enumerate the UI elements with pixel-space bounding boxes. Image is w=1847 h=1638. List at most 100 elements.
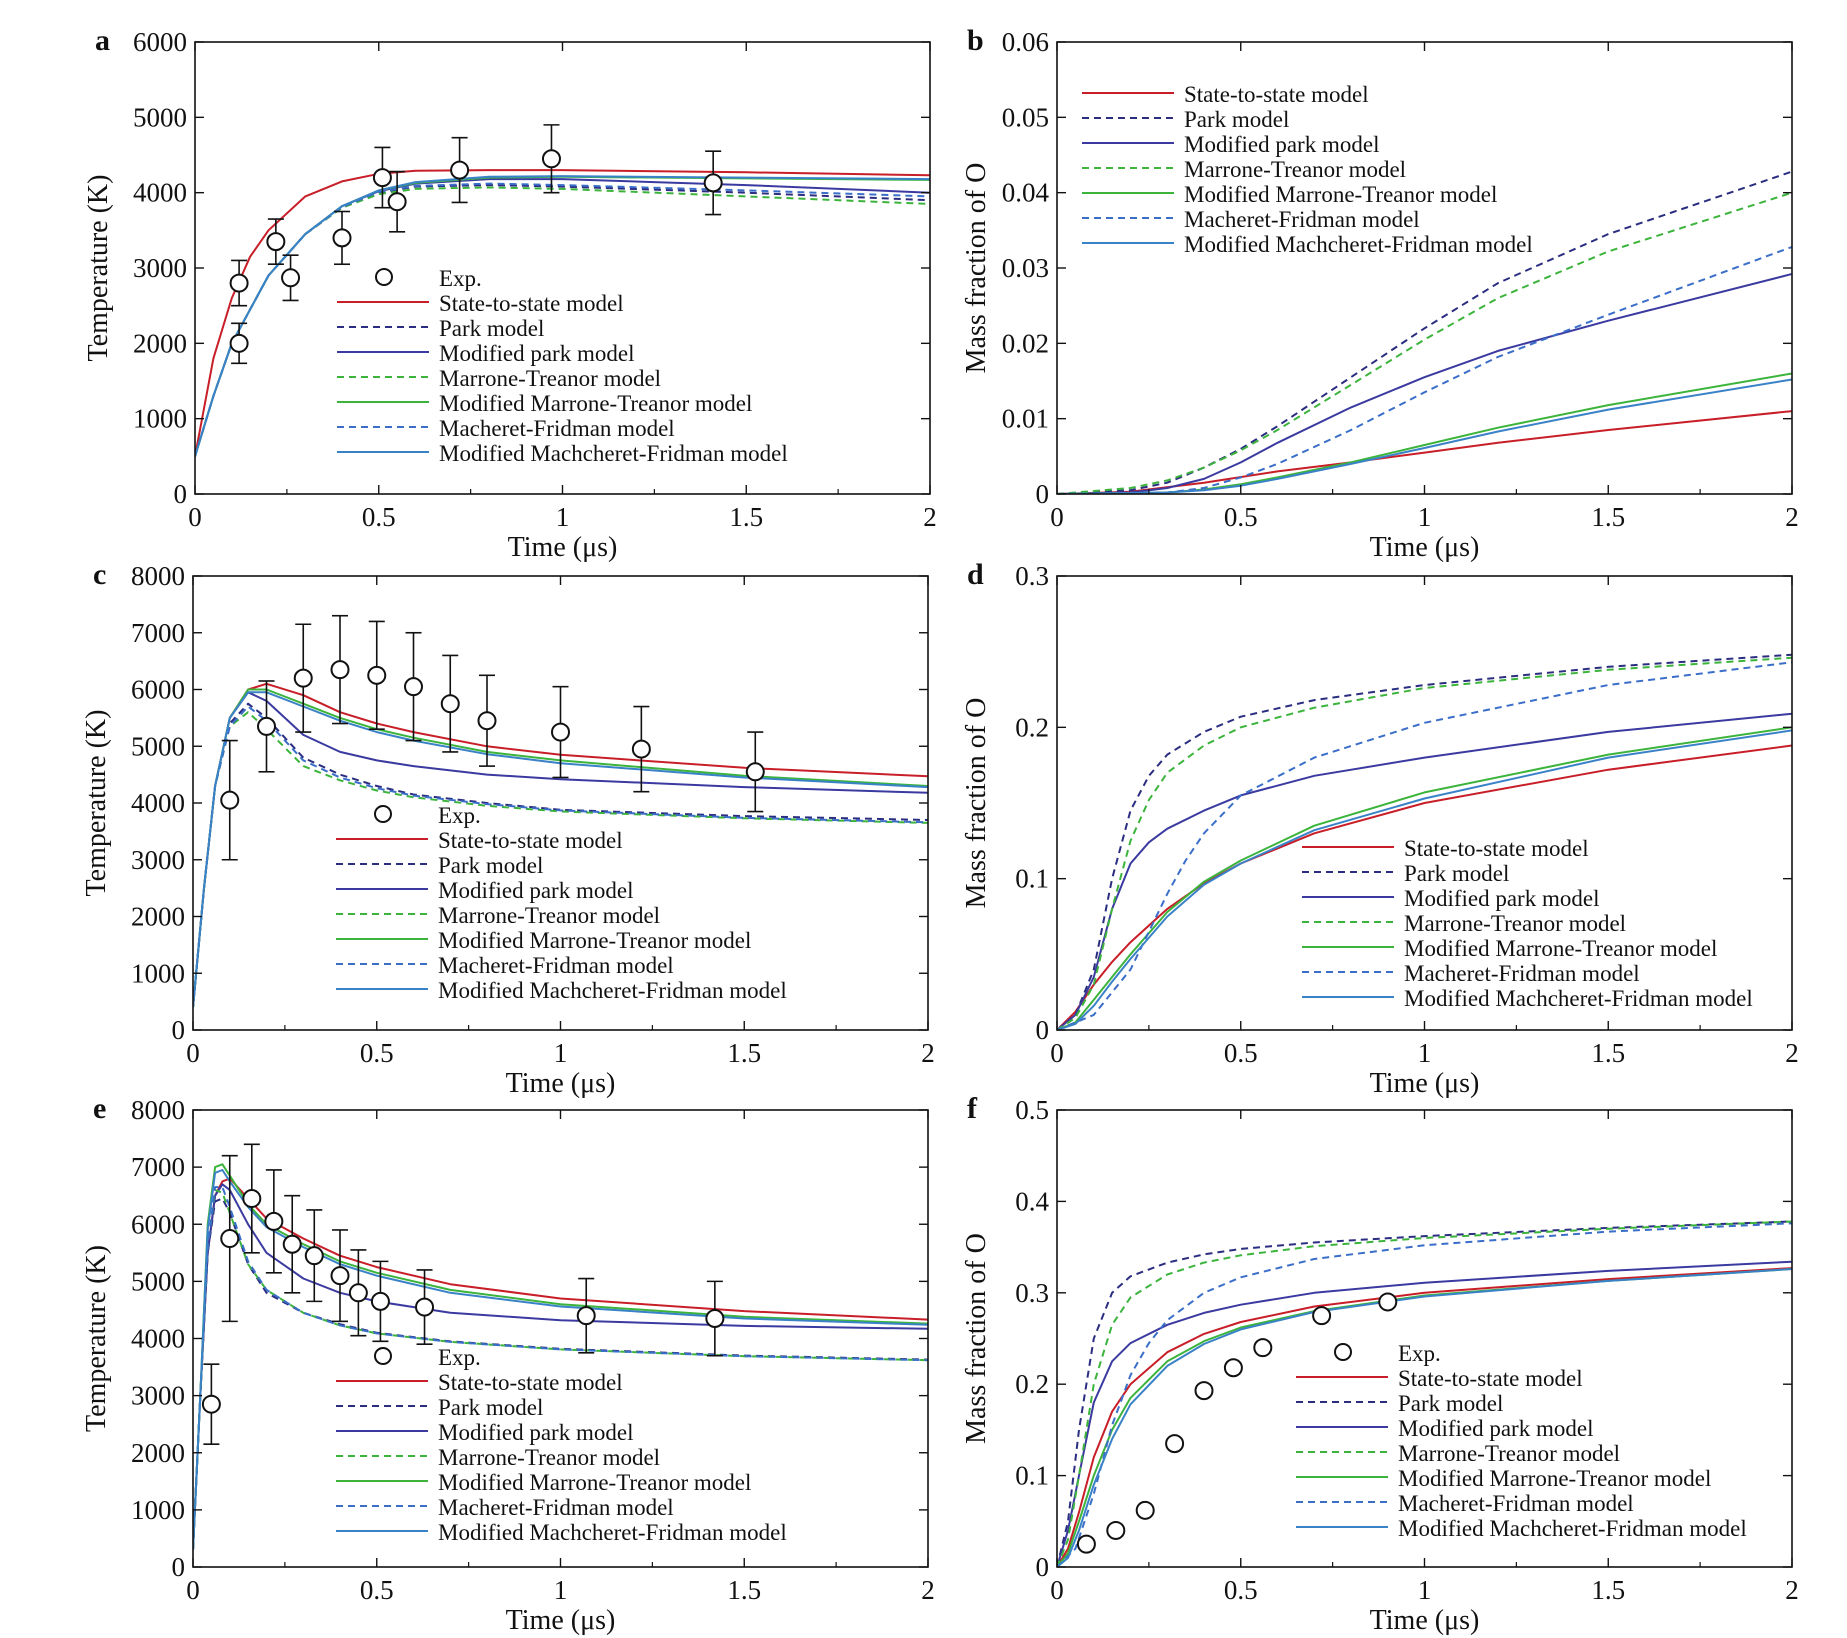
- y-tick-label: 5000: [131, 731, 185, 761]
- legend-label: Park model: [1398, 1391, 1503, 1416]
- y-tick-label: 0.04: [1002, 178, 1050, 208]
- series-line-modified-park: [1057, 273, 1792, 494]
- x-tick-label: 2: [1785, 1575, 1799, 1605]
- y-tick-label: 7000: [131, 618, 185, 648]
- y-tick-label: 8000: [131, 561, 185, 591]
- panel-label: a: [95, 24, 110, 57]
- legend-label: Modified park model: [1184, 132, 1379, 157]
- y-tick-label: 4000: [133, 178, 187, 208]
- legend-label: Macheret-Fridman model: [1398, 1491, 1634, 1516]
- legend-label: Park model: [438, 1395, 543, 1420]
- exp-point: [330, 1266, 350, 1286]
- exp-point: [477, 711, 497, 731]
- series-line-marrone-treanor: [1057, 1220, 1792, 1567]
- legend-label: Macheret-Fridman model: [1184, 207, 1420, 232]
- exp-point: [387, 192, 407, 212]
- y-tick-label: 0: [1036, 1015, 1050, 1045]
- series-line-marrone-treanor: [1057, 656, 1792, 1030]
- exp-point: [541, 149, 561, 169]
- exp-point: [576, 1306, 596, 1326]
- series-line-modified-park: [1057, 712, 1792, 1030]
- legend-label: Modified Marrone-Treanor model: [1184, 182, 1497, 207]
- legend-label: Modified Machcheret-Fridman model: [438, 978, 787, 1003]
- legend-label: State-to-state model: [438, 1370, 623, 1395]
- panel-label: f: [967, 1092, 978, 1125]
- panel-label: e: [93, 1092, 106, 1125]
- y-tick-label: 0: [1036, 1552, 1050, 1582]
- exp-point: [450, 160, 470, 180]
- legend-label: Modified Machcheret-Fridman model: [1184, 232, 1533, 257]
- y-tick-label: 4000: [131, 1324, 185, 1354]
- x-tick-label: 1: [1418, 1038, 1432, 1068]
- legend-label: Park model: [1184, 107, 1289, 132]
- series-line-macheret-fridman: [1057, 245, 1792, 494]
- exp-point: [201, 1394, 221, 1414]
- exp-point: [1194, 1381, 1214, 1401]
- exp-point: [1076, 1534, 1096, 1554]
- legend-label: Exp.: [1398, 1341, 1441, 1366]
- legend-label: Modified Machcheret-Fridman model: [1404, 986, 1753, 1011]
- legend-label: Park model: [1404, 861, 1509, 886]
- exp-point: [370, 1291, 390, 1311]
- x-tick-label: 1.5: [727, 1575, 761, 1605]
- exp-point: [705, 1309, 725, 1329]
- series-line-park: [1057, 653, 1792, 1030]
- legend-label: Park model: [438, 853, 543, 878]
- y-axis-label: Temperature (K): [81, 1245, 112, 1432]
- panel-label: d: [967, 558, 984, 591]
- exp-point: [1378, 1292, 1398, 1312]
- series-group: [195, 169, 930, 457]
- legend-label: Modified Marrone-Treanor model: [438, 1470, 751, 1495]
- legend-label: Marrone-Treanor model: [1184, 157, 1406, 182]
- legend-label: Marrone-Treanor model: [1398, 1441, 1620, 1466]
- exp-point: [367, 665, 387, 685]
- panel-label: c: [93, 558, 106, 591]
- legend-label: Modified Marrone-Treanor model: [439, 391, 752, 416]
- panel-a: 0 0.5 1 1.5 2 0 1000 2000 3000 4000 5000 6000 Time (…: [83, 24, 937, 563]
- x-tick-label: 1: [554, 1575, 568, 1605]
- y-tick-label: 6000: [133, 27, 187, 57]
- legend-label: State-to-state model: [438, 828, 623, 853]
- exp-point: [372, 168, 392, 188]
- y-axis-label: Temperature (K): [83, 175, 114, 362]
- plot-frame: [1056, 41, 1793, 495]
- x-tick-label: 0: [186, 1038, 200, 1068]
- exp-points: [229, 124, 723, 365]
- series-line-modified-machcheret-fridman: [1057, 729, 1792, 1030]
- panel-b: 0 0.5 1 1.5 2 0 0.01 0.02 0.03 0.04 0.05 0.06 Time (…: [961, 24, 1799, 563]
- legend-label: Macheret-Fridman model: [1404, 961, 1640, 986]
- y-tick-label: 0: [172, 1015, 186, 1045]
- series-line-modified-machcheret-fridman: [1057, 378, 1792, 494]
- exp-point: [293, 668, 313, 688]
- x-tick-label: 0: [188, 502, 202, 532]
- y-tick-label: 0.3: [1015, 1278, 1049, 1308]
- x-tick-label: 2: [921, 1038, 935, 1068]
- y-tick-label: 0.3: [1015, 561, 1049, 591]
- x-tick-label: 0.5: [360, 1575, 394, 1605]
- y-tick-label: 3000: [133, 253, 187, 283]
- exp-point: [257, 716, 276, 736]
- x-tick-label: 1: [1418, 502, 1432, 532]
- exp-point: [266, 232, 286, 252]
- y-tick-label: 6000: [131, 1209, 185, 1239]
- y-tick-label: 0.06: [1002, 27, 1049, 57]
- series-line-macheret-fridman: [1057, 661, 1792, 1030]
- series-line-modified-marrone-treanor: [1057, 726, 1792, 1030]
- x-tick-label: 2: [1785, 502, 1799, 532]
- x-tick-label: 0.5: [1224, 1038, 1258, 1068]
- y-tick-label: 2000: [131, 1438, 185, 1468]
- legend-label: Macheret-Fridman model: [438, 953, 674, 978]
- x-axis-label: Time (μs): [1370, 1068, 1480, 1099]
- legend-label: Modified Marrone-Treanor model: [438, 928, 751, 953]
- x-tick-label: 1: [554, 1038, 568, 1068]
- y-tick-label: 6000: [131, 675, 185, 705]
- legend-label: Marrone-Treanor model: [439, 366, 661, 391]
- series-group: [1057, 170, 1792, 494]
- series-line-park: [1057, 1220, 1792, 1567]
- y-tick-label: 1000: [131, 1495, 185, 1525]
- legend-label: State-to-state model: [1404, 836, 1589, 861]
- exp-point: [1312, 1306, 1332, 1326]
- series-line-park: [1057, 170, 1792, 494]
